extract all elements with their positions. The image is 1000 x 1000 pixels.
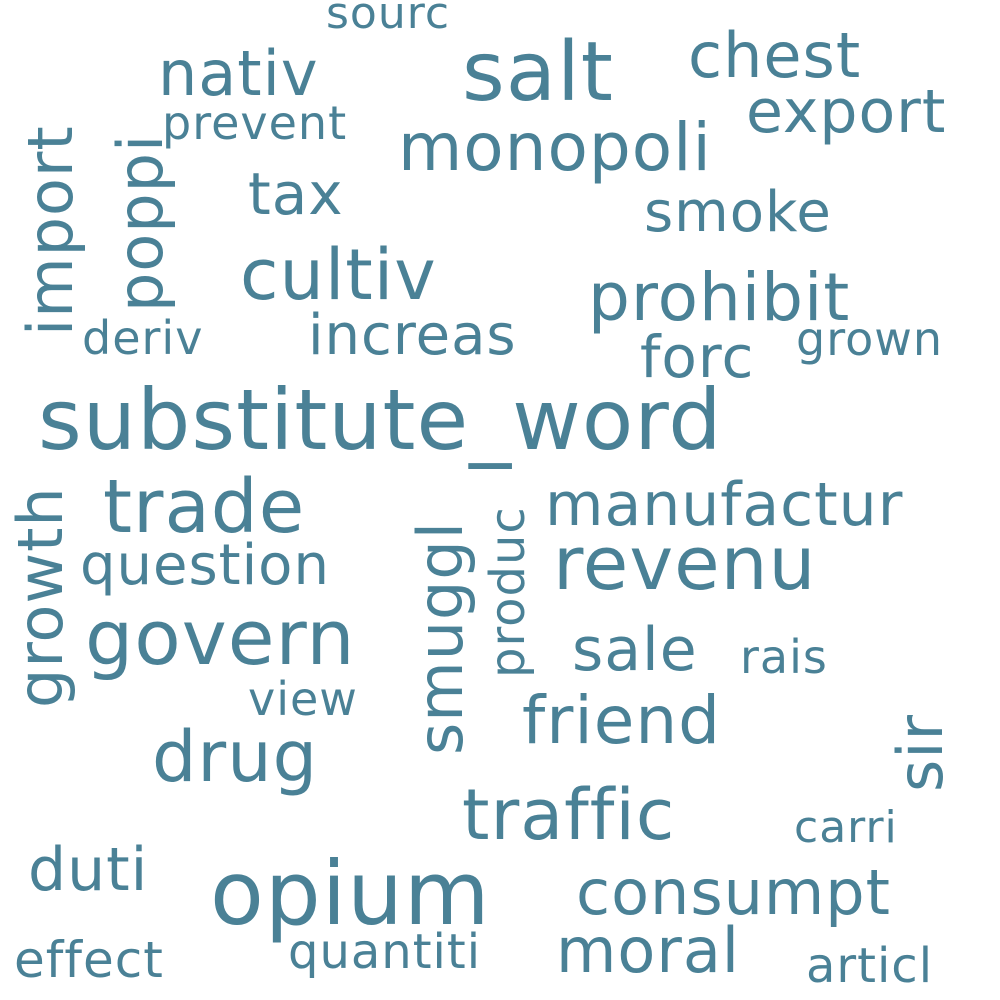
word-sale: sale (572, 615, 698, 685)
word-sourc: sourc (326, 0, 451, 39)
word-trade: trade (103, 464, 306, 550)
word-articl: articl (806, 938, 934, 994)
word-import: import (14, 125, 87, 336)
word-substitute-word: substitute_word (38, 371, 723, 469)
word-quantiti: quantiti (288, 924, 482, 980)
word-prohibit: prohibit (588, 259, 851, 336)
word-produc: produc (480, 506, 536, 678)
word-sir: sir (884, 713, 957, 792)
word-growth: growth (4, 486, 77, 708)
word-question: question (80, 533, 330, 598)
word-revenu: revenu (553, 521, 817, 607)
word-cultiv: cultiv (240, 234, 437, 316)
word-export: export (746, 77, 947, 147)
word-nativ: nativ (158, 37, 319, 110)
word-smuggl: smuggl (404, 521, 477, 755)
word-monopoli: monopoli (398, 109, 712, 186)
word-traffic: traffic (462, 774, 676, 856)
word-consumpt: consumpt (576, 856, 891, 929)
word-moral: moral (556, 914, 741, 987)
word-deriv: deriv (82, 311, 204, 365)
word-chest: chest (688, 19, 862, 92)
word-effect: effect (14, 931, 164, 989)
word-friend: friend (522, 682, 722, 759)
word-carri: carri (794, 802, 898, 853)
word-rais: rais (740, 630, 828, 684)
word-grown: grown (796, 312, 944, 366)
word-poppi: poppi (104, 133, 177, 312)
word-view: view (248, 672, 358, 726)
word-govern: govern (85, 593, 356, 682)
word-salt: salt (462, 25, 614, 120)
word-opium: opium (210, 842, 491, 945)
word-prevent: prevent (162, 96, 348, 150)
word-manufactur: manufactur (545, 470, 904, 540)
word-smoke: smoke (644, 180, 832, 245)
word-increas: increas (308, 303, 517, 368)
word-duti: duti (28, 835, 149, 905)
word-forc: forc (640, 323, 755, 391)
word-drug: drug (152, 716, 319, 798)
word-tax: tax (248, 160, 344, 228)
